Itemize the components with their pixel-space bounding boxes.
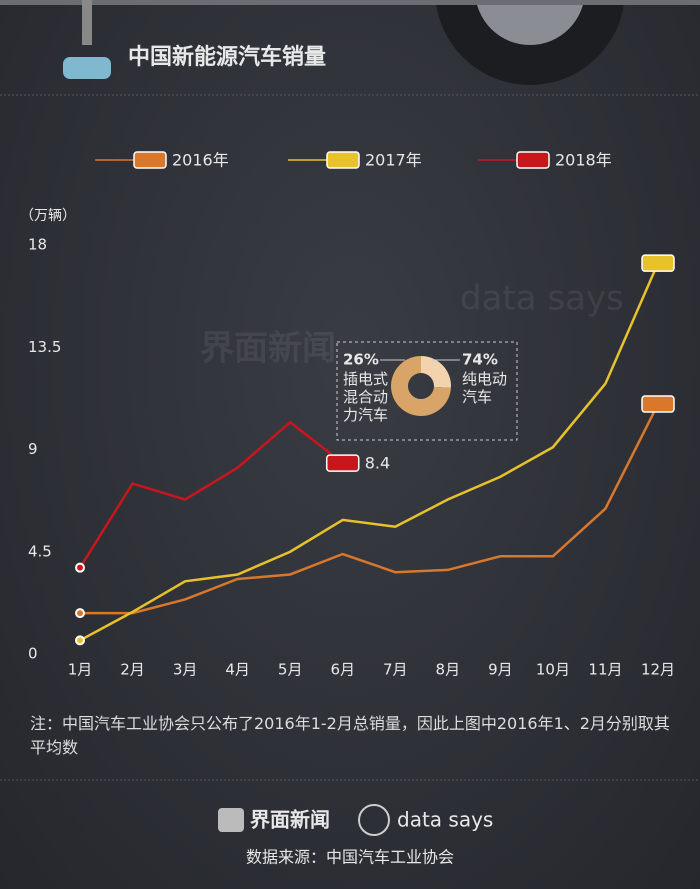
- series-line: [79, 262, 660, 642]
- logo-text: data says: [397, 808, 493, 832]
- y-tick-label: 9: [28, 440, 38, 458]
- start-marker: [75, 635, 85, 646]
- end-marker: [641, 254, 675, 272]
- end-marker: [641, 395, 675, 413]
- legend-label: 2016年: [172, 151, 229, 170]
- x-tick-label: 8月: [436, 661, 461, 679]
- logo-text: 界面新闻: [250, 808, 330, 832]
- x-tick-label: 10月: [536, 661, 570, 679]
- tire-rim: [475, 0, 585, 45]
- pie-category-label: 插电式混合动力汽车: [343, 370, 388, 424]
- x-tick-label: 7月: [383, 661, 408, 679]
- logo-icon: [218, 808, 244, 832]
- legend-icon: [326, 151, 360, 169]
- page-title: 中国新能源汽车销量: [128, 44, 326, 70]
- legend-icon: [133, 151, 167, 169]
- x-tick-label: 12月: [641, 661, 675, 679]
- watermark: 界面新闻: [200, 329, 336, 369]
- watermark: data says: [460, 279, 624, 319]
- note: 注：中国汽车工业协会只公布了2016年1-2月总销量，因此上图中2016年1、2…: [30, 714, 670, 757]
- series-line: [78, 420, 344, 569]
- inset-box: [336, 341, 518, 441]
- logo-icon: [358, 804, 390, 836]
- y-tick-label: 0: [28, 645, 38, 663]
- x-tick-label: 4月: [225, 661, 250, 679]
- pie-category-label: 纯电动汽车: [462, 370, 507, 406]
- pie-value-label: 26%: [343, 351, 379, 369]
- pie-slice: [421, 356, 451, 388]
- x-tick-label: 9月: [488, 661, 513, 679]
- end-marker: [325, 454, 360, 472]
- pie-slice: [391, 356, 451, 417]
- header-car: [63, 57, 111, 79]
- source: 数据来源：中国汽车工业协会: [246, 848, 454, 867]
- pie-value-label: 74%: [462, 351, 498, 369]
- x-tick-label: 1月: [68, 661, 93, 679]
- x-tick-label: 5月: [278, 661, 303, 679]
- top-bar: [0, 0, 700, 5]
- legend-label: 2018年: [555, 151, 612, 170]
- y-tick-label: 13.5: [28, 338, 61, 356]
- x-tick-label: 3月: [173, 661, 198, 679]
- y-tick-label: 18: [28, 236, 47, 254]
- x-tick-label: 6月: [330, 661, 355, 679]
- y-tick-label: 4.5: [28, 542, 52, 560]
- y-axis-label: （万辆）: [20, 208, 76, 224]
- x-tick-label: 2月: [120, 661, 145, 679]
- header-crane: [82, 0, 92, 45]
- legend-label: 2017年: [365, 151, 422, 170]
- series-line: [80, 403, 660, 615]
- start-marker: [75, 562, 85, 573]
- legend-icon: [516, 151, 550, 169]
- data-label: 8.4: [365, 454, 390, 473]
- start-marker: [75, 608, 85, 619]
- x-tick-label: 11月: [588, 661, 622, 679]
